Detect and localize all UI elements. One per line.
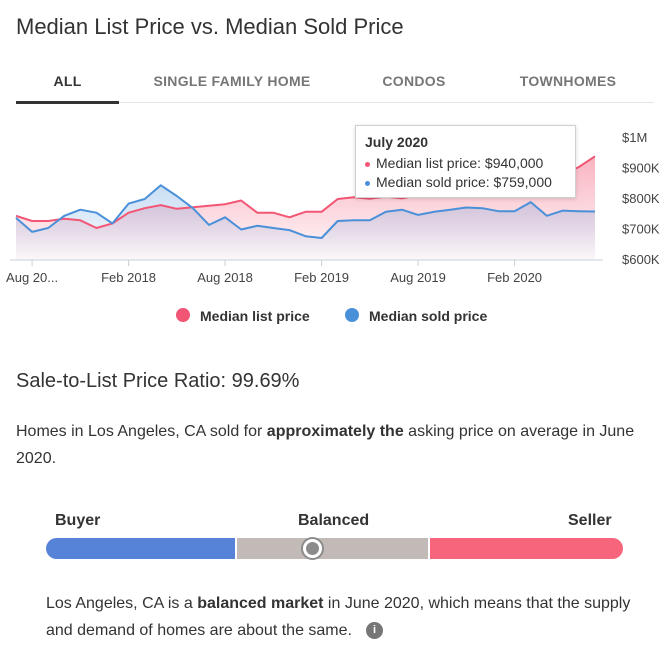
list-price-dot-icon [365,161,370,167]
y-tick-label: $800K [622,191,660,206]
tab-all[interactable]: ALL [16,66,119,104]
ratio-text-end: asking price on average in June 2020. [16,423,635,467]
legend-sold-dot-icon [345,308,359,322]
legend-list-dot-icon [176,308,190,322]
market-text-emphasis: balanced market [197,595,324,612]
gauge-segment-buyer [46,538,235,559]
page-title: Median List Price vs. Median Sold Price [16,14,404,39]
x-tick-label: Aug 2019 [390,270,446,285]
legend-item-list-price[interactable]: Median list price [176,307,326,327]
gauge-segment-balanced [237,538,428,559]
ratio-text-start: Homes in Los Angeles, CA sold for [16,423,267,440]
y-tick-label: $900K [622,161,660,176]
tooltip-sold-row: Median sold price: $759,000 [365,173,566,192]
tab-townhomes[interactable]: TOWNHOMES [519,73,617,89]
legend-list-label: Median list price [200,308,310,324]
y-tick-label: $1M [622,130,647,145]
y-tick-label: $700K [622,222,660,237]
tooltip-title: July 2020 [365,134,429,150]
tooltip-list-row: Median list price: $940,000 [365,154,566,173]
market-description: Los Angeles, CA is a balanced market in … [46,590,646,644]
legend-item-sold-price[interactable]: Median sold price [345,307,505,327]
x-tick-label: Feb 2020 [487,270,542,285]
price-line-chart[interactable]: Aug 20... Feb 2018 Aug 2018 Feb 2019 Aug 201… [0,118,671,298]
chart-tooltip: July 2020 Median list price: $940,000 Me… [355,125,576,198]
gauge-label-seller: Seller [568,512,612,529]
market-text-end: in June 2020, which means that the suppl… [46,595,631,639]
ratio-description: Homes in Los Angeles, CA sold for approx… [16,418,656,472]
sold-price-area [16,185,595,260]
tab-condos[interactable]: CONDOS [382,73,446,89]
x-tick-label: Feb 2018 [101,270,156,285]
y-tick-label: $600K [622,252,660,267]
ratio-text-emphasis: approximately the [266,423,404,440]
tooltip-list-price: Median list price: $940,000 [376,155,544,171]
market-balance-gauge [46,537,623,560]
property-type-tabs: ALL SINGLE FAMILY HOME CONDOS TOWNHOMES [16,66,654,104]
tab-single-family-home[interactable]: SINGLE FAMILY HOME [153,73,311,89]
gauge-label-balanced: Balanced [298,512,370,529]
gauge-label-buyer: Buyer [55,512,101,529]
info-icon[interactable]: i [365,622,383,639]
sale-to-list-ratio-title: Sale-to-List Price Ratio: 99.69% [16,370,300,392]
tooltip-sold-price: Median sold price: $759,000 [376,174,552,190]
gauge-indicator-knob [301,537,325,560]
x-tick-label: Aug 2018 [197,270,253,285]
market-text-start: Los Angeles, CA is a [46,595,198,612]
x-tick-label: Feb 2019 [294,270,349,285]
gauge-segment-seller [430,538,623,559]
legend-sold-label: Median sold price [369,308,488,324]
sold-price-dot-icon [365,180,370,186]
x-tick-label: Aug 20... [6,270,58,285]
